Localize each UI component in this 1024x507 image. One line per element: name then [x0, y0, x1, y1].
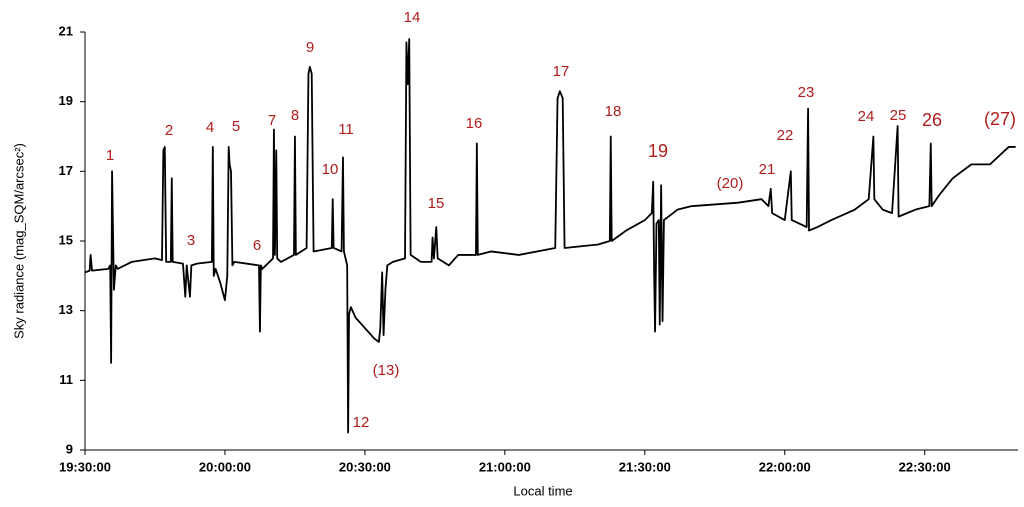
annotation: 6: [253, 237, 261, 254]
x-tick-label: 21:30:00: [619, 459, 671, 474]
annotation: 11: [338, 121, 354, 138]
annotation: 15: [428, 195, 445, 212]
annotation: 2: [165, 122, 173, 139]
annotation: 3: [187, 232, 195, 249]
x-tick-label: 22:30:00: [899, 459, 951, 474]
annotation: (13): [373, 362, 400, 379]
annotation: 5: [232, 118, 240, 135]
annotation: 24: [858, 108, 875, 125]
y-tick-label: 13: [59, 302, 73, 317]
annotation: 10: [322, 161, 339, 178]
x-tick-label: 22:00:00: [759, 459, 811, 474]
annotation: 25: [890, 107, 907, 124]
annotation: (20): [717, 175, 744, 192]
annotation: 26: [922, 110, 942, 130]
annotation: 4: [206, 119, 214, 136]
x-tick-label: 21:00:00: [479, 459, 531, 474]
annotation: 23: [798, 84, 815, 101]
annotation: 17: [553, 63, 570, 80]
y-tick-label: 17: [59, 163, 73, 178]
annotation: 1: [106, 147, 114, 164]
x-tick-label: 19:30:00: [59, 459, 111, 474]
x-axis-title: Local time: [513, 483, 572, 498]
annotation: 19: [648, 141, 668, 161]
y-tick-label: 15: [59, 232, 73, 247]
data-line: [84, 38, 1016, 434]
x-tick-label: 20:00:00: [199, 459, 251, 474]
annotation: 21: [759, 161, 776, 178]
y-tick-label: 19: [59, 93, 73, 108]
y-tick-label: 21: [59, 23, 73, 38]
annotation: 12: [353, 414, 370, 431]
x-tick-label: 20:30:00: [339, 459, 391, 474]
annotation: 9: [306, 39, 314, 56]
y-axis-title: Sky radiance (mag_SQM/arcsec²): [11, 143, 26, 339]
annotation: 8: [291, 107, 299, 124]
y-tick-label: 9: [66, 441, 73, 456]
annotation: (27): [984, 109, 1016, 129]
y-tick-label: 11: [59, 372, 73, 387]
annotation: 18: [605, 103, 622, 120]
annotation: 22: [777, 127, 794, 144]
annotation: 7: [268, 112, 276, 129]
annotation: 16: [466, 115, 483, 132]
annotation: 14: [404, 9, 421, 26]
